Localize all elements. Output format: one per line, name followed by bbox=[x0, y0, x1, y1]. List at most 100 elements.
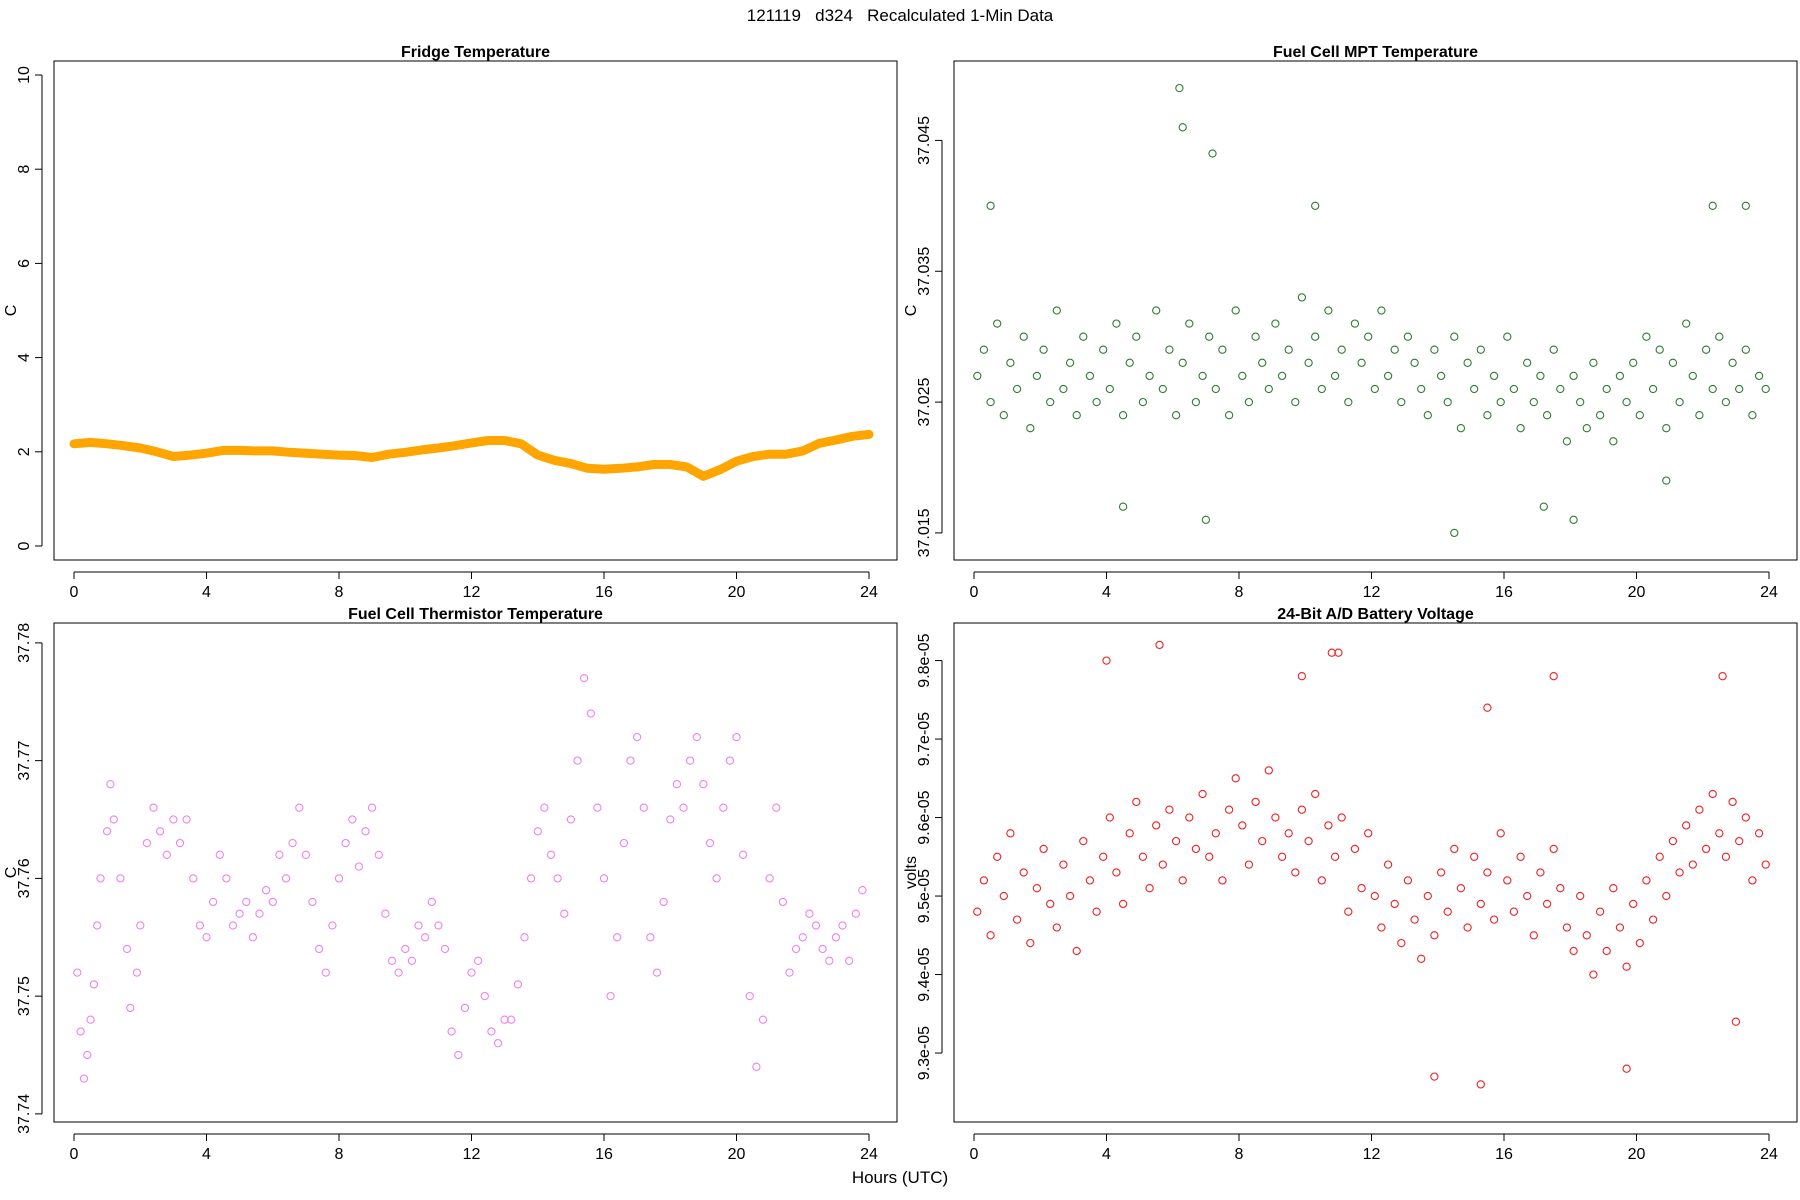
data-point bbox=[1052, 306, 1061, 315]
data-point bbox=[1523, 358, 1532, 367]
data-point bbox=[1622, 397, 1631, 407]
data-point bbox=[579, 674, 589, 683]
data-point bbox=[208, 897, 218, 907]
data-point bbox=[1483, 411, 1492, 420]
data-point bbox=[1175, 83, 1184, 93]
data-point bbox=[1761, 860, 1770, 869]
data-point bbox=[1741, 813, 1750, 822]
mpt-temperature-panel: Fuel Cell MPT Temperature 0 4 8 12 16 20 24 37.0… bbox=[900, 40, 1800, 601]
data-point bbox=[566, 815, 576, 824]
x-tick-label: 20 bbox=[728, 1146, 746, 1163]
data-point bbox=[93, 921, 102, 930]
data-point bbox=[1569, 371, 1578, 381]
data-point bbox=[1032, 884, 1042, 893]
data-point bbox=[1350, 844, 1360, 854]
data-point bbox=[1629, 899, 1638, 909]
data-point bbox=[1397, 938, 1406, 948]
data-point bbox=[1099, 852, 1108, 861]
data-point bbox=[73, 968, 82, 977]
data-point bbox=[1417, 954, 1426, 963]
data-point bbox=[149, 803, 158, 812]
data-point bbox=[1562, 923, 1572, 932]
data-point bbox=[1509, 384, 1519, 394]
data-point bbox=[1271, 319, 1280, 328]
data-point bbox=[1039, 844, 1048, 854]
data-point bbox=[1470, 384, 1479, 394]
data-point bbox=[1731, 1017, 1741, 1026]
data-point bbox=[1377, 306, 1386, 315]
data-point bbox=[1748, 876, 1757, 885]
data-point bbox=[692, 732, 701, 742]
data-point bbox=[1165, 805, 1174, 814]
data-point bbox=[1165, 345, 1174, 354]
data-point bbox=[1695, 805, 1704, 814]
x-tick-label: 8 bbox=[1235, 1146, 1244, 1163]
data-point bbox=[1642, 876, 1651, 885]
data-point bbox=[89, 980, 99, 989]
data-point bbox=[1171, 836, 1181, 846]
data-point bbox=[1271, 813, 1280, 822]
data-point bbox=[1046, 899, 1055, 909]
data-point bbox=[367, 803, 377, 812]
data-point bbox=[606, 991, 615, 1001]
chart-title: Fuel Cell MPT Temperature bbox=[1273, 44, 1478, 61]
data-point bbox=[1456, 424, 1466, 433]
data-point bbox=[1549, 345, 1558, 354]
data-point bbox=[1105, 384, 1114, 394]
data-point bbox=[672, 780, 682, 789]
data-point bbox=[1735, 384, 1744, 394]
data-point bbox=[507, 1015, 516, 1024]
data-point bbox=[1006, 358, 1015, 367]
data-point bbox=[546, 850, 556, 859]
y-tick-label: 0 bbox=[16, 541, 33, 550]
y-tick-label: 37.045 bbox=[916, 116, 933, 165]
data-point bbox=[169, 815, 178, 824]
data-point bbox=[659, 897, 668, 907]
data-point bbox=[1337, 813, 1346, 822]
data-point bbox=[1158, 860, 1167, 869]
data-point bbox=[1450, 332, 1459, 341]
data-point bbox=[86, 1015, 95, 1024]
data-point bbox=[248, 933, 258, 942]
y-tick-label: 37.77 bbox=[16, 741, 33, 781]
data-point bbox=[142, 838, 152, 848]
data-point bbox=[1019, 868, 1028, 877]
data-point bbox=[1523, 891, 1532, 901]
data-point bbox=[1622, 962, 1631, 971]
x-tick-label: 20 bbox=[1628, 584, 1646, 601]
data-point bbox=[1463, 358, 1472, 367]
data-point bbox=[986, 931, 995, 940]
y-axis-label: C bbox=[3, 867, 20, 879]
data-point bbox=[1595, 907, 1605, 916]
data-point bbox=[387, 956, 397, 965]
data-point bbox=[560, 909, 569, 918]
data-point bbox=[76, 1027, 85, 1036]
data-point bbox=[1224, 411, 1234, 420]
chart-title: Fuel Cell Thermistor Temperature bbox=[348, 606, 603, 623]
plot-frame bbox=[53, 60, 898, 561]
data-point bbox=[679, 803, 688, 812]
y-axis-label: volts bbox=[903, 856, 920, 889]
data-point bbox=[189, 874, 198, 883]
data-point bbox=[1754, 371, 1764, 381]
x-axis-label: Hours (UTC) bbox=[851, 1168, 949, 1187]
x-tick-label: 24 bbox=[1760, 584, 1778, 601]
data-point bbox=[851, 909, 860, 918]
mpt-temperature-chart: Fuel Cell MPT Temperature 0 4 8 12 16 20 24 37.0… bbox=[903, 44, 1798, 601]
data-point bbox=[1390, 345, 1399, 354]
data-point bbox=[791, 944, 801, 954]
data-point bbox=[1655, 852, 1664, 861]
x-tick-label: 16 bbox=[595, 1146, 613, 1163]
data-point bbox=[1715, 332, 1724, 341]
data-point bbox=[1330, 852, 1340, 861]
data-point bbox=[1569, 946, 1578, 956]
data-point bbox=[473, 956, 483, 965]
data-point bbox=[573, 756, 582, 765]
data-point bbox=[1244, 397, 1254, 407]
data-point bbox=[1284, 829, 1293, 838]
data-point bbox=[1410, 358, 1419, 367]
data-point bbox=[1476, 1080, 1485, 1089]
data-point bbox=[1662, 476, 1671, 485]
data-point bbox=[1430, 931, 1439, 940]
